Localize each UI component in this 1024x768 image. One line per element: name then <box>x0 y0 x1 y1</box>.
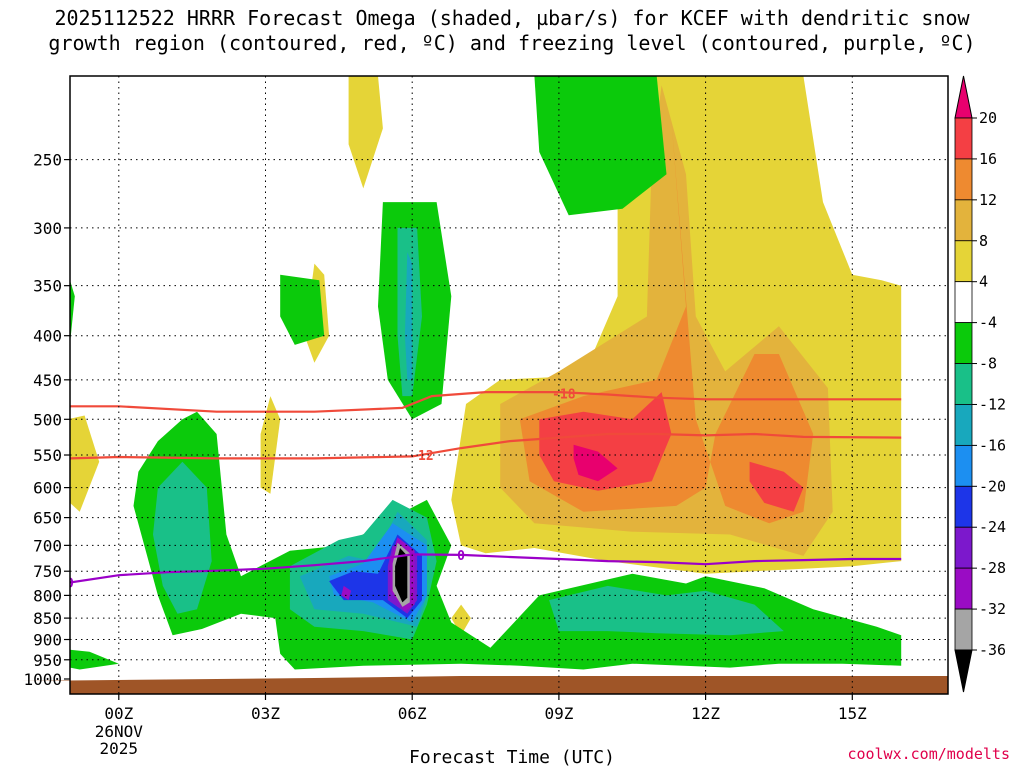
colorbar-swatch <box>954 567 973 610</box>
colorbar-tick-label: 8 <box>979 232 988 250</box>
colorbar-tick-label: -36 <box>979 641 1006 659</box>
x-tick-date: 26NOV <box>95 722 144 741</box>
chart-title: 2025112522 HRRR Forecast Omega (shaded, … <box>0 6 1024 56</box>
colorbar-swatch <box>954 199 973 242</box>
region-descent-8-12-left <box>153 461 212 614</box>
x-tick-date: 2025 <box>100 739 139 758</box>
x-tick-label: 06Z <box>398 704 427 723</box>
colorbar-tick-label: -24 <box>979 518 1006 536</box>
chart-title-line-1: 2025112522 HRRR Forecast Omega (shaded, … <box>54 6 970 30</box>
colorbar-bottom-arrow <box>954 649 973 693</box>
y-tick-label: 700 <box>33 536 62 555</box>
region-ascent-16-20-left <box>539 392 672 491</box>
region-ascent-16-20-right <box>749 461 804 512</box>
y-tick-label: 500 <box>33 410 62 429</box>
colorbar-swatch <box>954 322 973 364</box>
colorbar-tick-label: 12 <box>979 191 997 209</box>
x-tick-label: 09Z <box>544 704 573 723</box>
y-tick-label: 750 <box>33 562 62 581</box>
colorbar-tick-label: -28 <box>979 559 1006 577</box>
y-tick-label: 600 <box>33 479 62 498</box>
region-descent-8-12-right <box>549 585 784 636</box>
colorbar-tick-label: 4 <box>979 273 988 291</box>
terrain-strip <box>21 676 948 694</box>
y-tick-label: 950 <box>33 651 62 670</box>
y-tick-label: 1000 <box>23 670 62 689</box>
colorbar-tick-label: 16 <box>979 150 997 168</box>
credit-link[interactable]: coolwx.com/modelts <box>847 745 1010 763</box>
colorbar-tick-label: -16 <box>979 436 1006 454</box>
colorbar-tick-label: -20 <box>979 477 1006 495</box>
colorbar-tick-label: 20 <box>979 109 997 127</box>
colorbar-tick-label: -12 <box>979 395 1006 413</box>
colorbar-tick-label: -32 <box>979 600 1006 618</box>
y-axis-pressure: 250 300 350 400 450 500 550 600 650 700 750 800 850 9… <box>23 151 70 689</box>
y-tick-label: 250 <box>33 151 62 170</box>
colorbar-swatch <box>954 404 973 446</box>
colorbar-swatch <box>954 240 973 283</box>
x-tick-label: 15Z <box>838 704 867 723</box>
x-tick-label: 03Z <box>251 704 280 723</box>
contour-lines: -18 -12 0 0 <box>66 388 902 592</box>
contour-dendritic-top <box>70 391 902 413</box>
y-tick-label: 650 <box>33 509 62 528</box>
colorbar-tick-label: -8 <box>979 355 997 373</box>
y-tick-label: 800 <box>33 586 62 605</box>
region-descent-28-32-small <box>341 585 352 601</box>
colorbar-swatch <box>954 117 973 160</box>
plot-frame <box>69 75 949 695</box>
y-tick-label: 900 <box>33 631 62 650</box>
contour-label: 0 <box>457 549 465 564</box>
colorbar-swatch <box>954 158 973 201</box>
contour-label: -18 <box>552 388 576 403</box>
omega-shaded-regions <box>70 76 902 670</box>
x-tick-label: 12Z <box>691 704 720 723</box>
colorbar-swatch <box>954 363 973 405</box>
colorbar-tick-label: -4 <box>979 314 997 332</box>
y-tick-label: 400 <box>33 327 62 346</box>
region-yellow-upper-blob <box>348 76 383 189</box>
contour-freezing-level <box>70 553 902 584</box>
contour-dendritic-bottom <box>70 432 902 460</box>
colorbar-swatch <box>954 608 973 651</box>
contour-label: -12 <box>410 449 433 464</box>
contour-label: 0 <box>66 577 74 592</box>
region-descent-column-inner <box>404 252 413 380</box>
region-descent-small-upper <box>280 274 325 345</box>
x-tick-label: 00Z <box>104 704 133 723</box>
region-descent-extreme <box>395 548 408 603</box>
omega-colorbar: 20 16 12 8 4 -4 -8 -12 -16 -20 -24 -28 -32 -36 <box>954 75 1006 693</box>
colorbar-top-arrow <box>954 75 973 119</box>
x-axis-label: Forecast Time (UTC) <box>409 747 615 768</box>
y-tick-label: 850 <box>33 609 62 628</box>
region-yellow-small-mid <box>260 396 281 494</box>
y-tick-label: 300 <box>33 219 62 238</box>
region-yellow-small-low <box>451 604 471 636</box>
region-yellow-pocket-left <box>70 415 100 512</box>
colorbar-swatch <box>954 485 973 528</box>
chart-title-line-2: growth region (contoured, red, ºC) and f… <box>48 31 976 55</box>
y-tick-label: 350 <box>33 277 62 296</box>
colorbar-swatch <box>954 526 973 569</box>
grid-lines <box>70 76 948 694</box>
region-descent-small-bottom-left <box>70 649 119 670</box>
colorbar-swatch <box>954 444 973 487</box>
colorbar-swatch <box>954 281 973 324</box>
y-tick-label: 450 <box>33 371 62 390</box>
region-descent-tiny-left <box>70 280 75 344</box>
region-descent-top-right <box>534 76 667 216</box>
y-tick-label: 550 <box>33 446 62 465</box>
terrain-fill <box>21 676 948 694</box>
region-ascent-max <box>573 444 618 482</box>
